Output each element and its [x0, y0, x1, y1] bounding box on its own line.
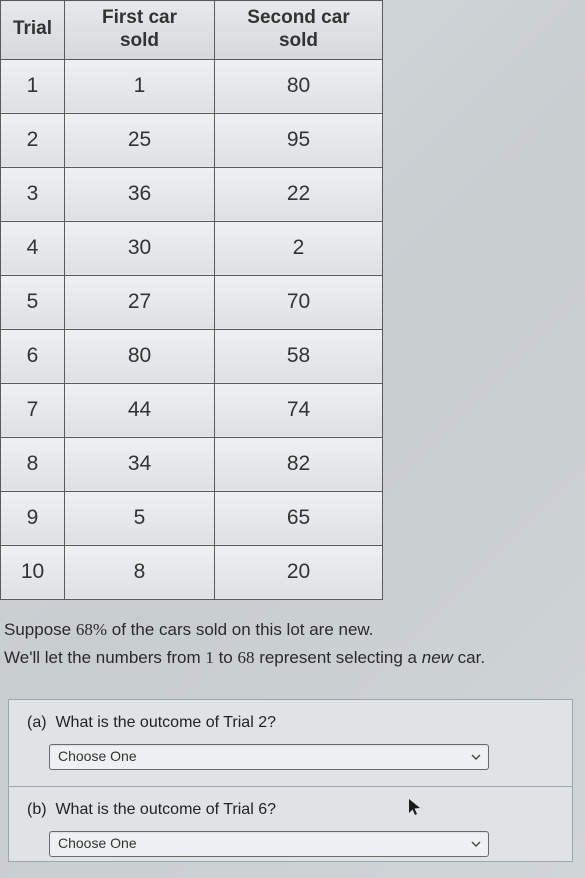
cell: 10 [1, 545, 65, 599]
question-body: What is the outcome of Trial 6? [55, 801, 276, 818]
cell: 80 [65, 329, 215, 383]
text: to [214, 648, 238, 667]
table-row: 9565 [1, 491, 383, 545]
dropdown-b-value: Choose One [58, 835, 137, 851]
dropdown-b[interactable]: Choose One [49, 831, 489, 857]
text: We'll let the numbers from [4, 648, 205, 667]
chevron-down-icon [470, 838, 482, 850]
question-b: (b) What is the outcome of Trial 6? Choo… [9, 787, 572, 861]
cell: 74 [215, 383, 383, 437]
cell: 4 [1, 221, 65, 275]
chevron-down-icon [470, 751, 482, 763]
table-row: 22595 [1, 113, 383, 167]
cell: 8 [65, 545, 215, 599]
cell: 70 [215, 275, 383, 329]
cell: 44 [65, 383, 215, 437]
question-a-text: (a) What is the outcome of Trial 2? [27, 714, 554, 732]
table-row: 52770 [1, 275, 383, 329]
cell: 65 [215, 491, 383, 545]
emph-new: new [422, 648, 453, 667]
cell: 9 [1, 491, 65, 545]
table-header-row: Trial First carsold Second carsold [1, 1, 383, 60]
cell: 2 [1, 113, 65, 167]
col-header-second: Second carsold [215, 1, 383, 60]
table-body: 1180 22595 33622 4302 52770 68058 74474 … [1, 59, 383, 599]
table-row: 68058 [1, 329, 383, 383]
cell: 5 [1, 275, 65, 329]
dropdown-a[interactable]: Choose One [49, 744, 489, 770]
cell: 36 [65, 167, 215, 221]
table-row: 4302 [1, 221, 383, 275]
cell: 7 [1, 383, 65, 437]
cell: 22 [215, 167, 383, 221]
cell: 20 [215, 545, 383, 599]
dropdown-a-value: Choose One [58, 748, 137, 764]
question-box: (a) What is the outcome of Trial 2? Choo… [8, 699, 573, 862]
cell: 95 [215, 113, 383, 167]
instruction-paragraph: Suppose 68% of the cars sold on this lot… [4, 616, 579, 674]
cell: 2 [215, 221, 383, 275]
table-row: 33622 [1, 167, 383, 221]
col-header-trial: Trial [1, 1, 65, 60]
cell: 58 [215, 329, 383, 383]
text: Suppose [4, 620, 76, 639]
question-body: What is the outcome of Trial 2? [55, 714, 276, 731]
page-root: Trial First carsold Second carsold 1180 … [0, 0, 585, 868]
cell: 27 [65, 275, 215, 329]
cell: 25 [65, 113, 215, 167]
percent-value: 68% [76, 620, 107, 639]
cell: 82 [215, 437, 383, 491]
question-b-text: (b) What is the outcome of Trial 6? [27, 801, 554, 819]
cell: 6 [1, 329, 65, 383]
cell: 3 [1, 167, 65, 221]
trials-table: Trial First carsold Second carsold 1180 … [0, 0, 383, 600]
num-from: 1 [205, 648, 214, 667]
cell: 34 [65, 437, 215, 491]
cell: 80 [215, 59, 383, 113]
num-to: 68 [237, 648, 254, 667]
question-a: (a) What is the outcome of Trial 2? Choo… [9, 700, 572, 787]
question-label: (a) [27, 714, 47, 731]
table-row: 10820 [1, 545, 383, 599]
table-row: 1180 [1, 59, 383, 113]
col-header-first: First carsold [65, 1, 215, 60]
cell: 8 [1, 437, 65, 491]
cell: 1 [65, 59, 215, 113]
table-row: 74474 [1, 383, 383, 437]
cell: 30 [65, 221, 215, 275]
table-row: 83482 [1, 437, 383, 491]
text: of the cars sold on this lot are new. [107, 620, 373, 639]
text: represent selecting a [254, 648, 421, 667]
text: car. [453, 648, 485, 667]
question-label: (b) [27, 801, 47, 818]
cell: 5 [65, 491, 215, 545]
cell: 1 [1, 59, 65, 113]
